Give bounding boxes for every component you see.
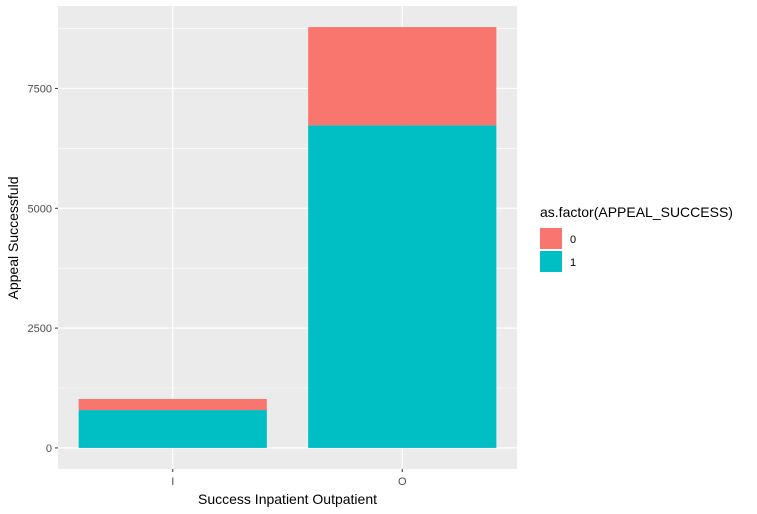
legend-label-0: 0 xyxy=(570,234,576,246)
legend-label-1: 1 xyxy=(570,257,576,269)
y-tick-label: 2500 xyxy=(28,323,52,335)
bar-O-series-1 xyxy=(308,125,497,448)
legend-key-0 xyxy=(540,228,562,249)
bars xyxy=(78,27,497,448)
x-axis-title: Success Inpatient Outpatient xyxy=(198,491,377,507)
y-tick-label: 0 xyxy=(46,443,52,455)
legend-title: as.factor(APPEAL_SUCCESS) xyxy=(540,204,733,220)
y-axis-title: Appeal Successfuld xyxy=(5,177,21,300)
legend: as.factor(APPEAL_SUCCESS) 0 1 xyxy=(540,204,733,272)
x-tick-label: I xyxy=(171,476,174,488)
bar-I-series-1 xyxy=(78,410,267,448)
bar-O-series-0 xyxy=(308,27,497,126)
y-tick-label: 5000 xyxy=(28,203,52,215)
bar-I-series-0 xyxy=(78,399,267,411)
legend-key-1 xyxy=(540,251,562,272)
y-axis: 0 2500 5000 7500 xyxy=(28,83,58,455)
y-tick-label: 7500 xyxy=(28,83,52,95)
x-tick-label: O xyxy=(398,476,407,488)
